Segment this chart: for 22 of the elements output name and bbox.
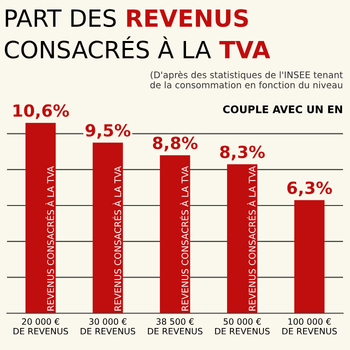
x-tick-label: 100 000 € DE REVENUS <box>282 318 337 334</box>
annotation: REVENUS CONSACRÉS À LA TVA <box>45 166 54 311</box>
x-tick-label: 38 500 € DE REVENUS <box>148 318 202 334</box>
data-label: 9,5% <box>86 124 130 139</box>
chart-subtitle: (D'après des statistiques de l'INSEE tenant de la consommation en fonction du niveau <box>150 70 343 88</box>
x-tick-label: 30 000 € DE REVENUS <box>80 318 136 334</box>
chart-title: PART DES REVENUS CONSACRÉS À LA TVA <box>4 9 270 59</box>
bar <box>227 164 258 314</box>
annotation: REVENUS CONSACRÉS À LA TVA <box>247 166 256 311</box>
bar <box>160 155 190 314</box>
x-tick-label: 50 000 € DE REVENUS <box>215 318 270 334</box>
data-label: 6,3% <box>287 182 332 196</box>
bar <box>294 200 325 314</box>
data-label: 10,6% <box>14 104 69 120</box>
x-tick-label: 20 000 € DE REVENUS <box>14 318 68 334</box>
text: COUPLE AVEC UN EN <box>223 105 342 114</box>
bar <box>25 122 56 314</box>
bar <box>92 142 123 314</box>
data-label: 8,8% <box>152 136 198 152</box>
annotation: REVENUS CONSACRÉS À LA TVA <box>112 166 122 311</box>
annotation: REVENUS CONSACRÉS À LA TVA <box>180 166 188 311</box>
data-label: 8,3% <box>220 146 265 160</box>
